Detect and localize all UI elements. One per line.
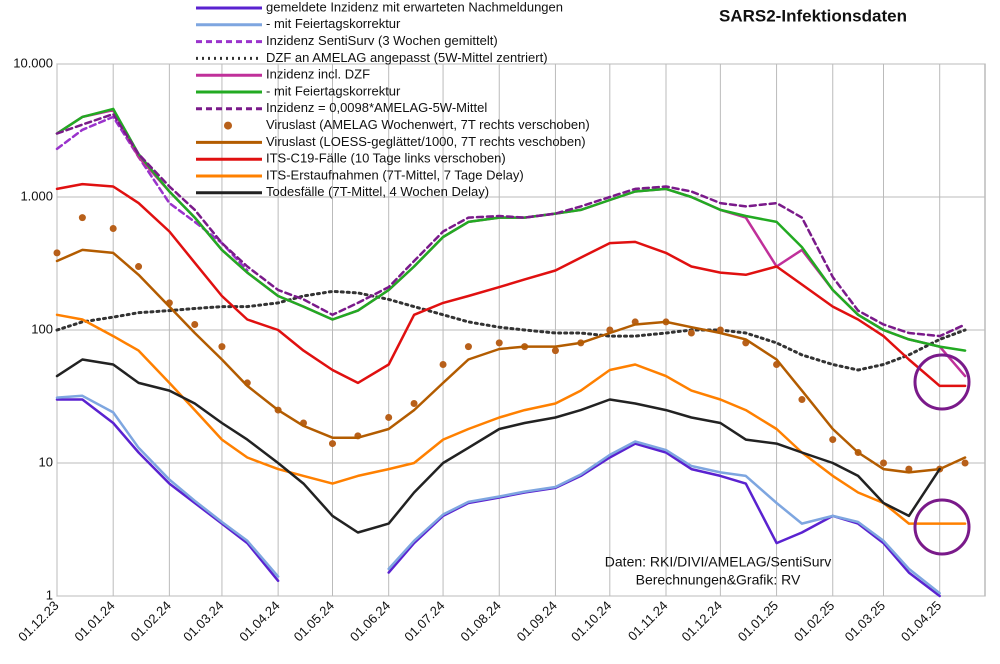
legend: gemeldete Inzidenz mit erwarteten Nachme… bbox=[196, 0, 590, 199]
legend-label: gemeldete Inzidenz mit erwarteten Nachme… bbox=[266, 0, 563, 14]
legend-label: - mit Feiertagskorrektur bbox=[266, 16, 401, 31]
series-line bbox=[55, 182, 967, 388]
data-point bbox=[905, 465, 913, 473]
data-point bbox=[410, 400, 418, 408]
series-line bbox=[55, 358, 941, 534]
x-tick-label: 01.01.25 bbox=[735, 598, 781, 644]
data-point bbox=[495, 339, 503, 347]
series-line bbox=[55, 289, 967, 372]
data-point bbox=[961, 459, 969, 467]
annotation: Berechnungen&Grafik: RV bbox=[636, 572, 801, 588]
x-tick-label: 01.08.24 bbox=[457, 598, 503, 644]
x-tick-label: 01.04.24 bbox=[236, 598, 282, 644]
data-point bbox=[829, 436, 837, 444]
y-tick-label: 100 bbox=[31, 321, 53, 336]
x-tick-label: 01.03.24 bbox=[180, 598, 226, 644]
x-tick-label: 01.02.24 bbox=[128, 598, 174, 644]
y-tick-label: 10.000 bbox=[13, 55, 53, 70]
x-tick-label: 01.09.24 bbox=[514, 598, 560, 644]
data-point bbox=[218, 343, 226, 351]
x-tick-label: 01.12.23 bbox=[15, 598, 61, 644]
highlight-circle bbox=[913, 498, 971, 556]
x-tick-label: 01.11.24 bbox=[625, 598, 671, 644]
y-tick-label: 10 bbox=[39, 454, 53, 469]
legend-marker bbox=[224, 121, 232, 130]
chart-title: SARS2-Infektionsdaten bbox=[719, 6, 907, 25]
x-tick-label: 01.05.24 bbox=[291, 598, 337, 644]
data-point bbox=[687, 329, 695, 337]
data-point bbox=[191, 320, 199, 328]
data-point bbox=[385, 413, 393, 421]
annotation: Daten: RKI/DIVI/AMELAG/SentiSurv bbox=[605, 554, 831, 570]
data-point bbox=[798, 396, 806, 404]
series-line bbox=[55, 313, 967, 525]
data-point bbox=[135, 263, 143, 271]
x-tick-label: 01.07.24 bbox=[401, 598, 447, 644]
data-point bbox=[880, 459, 887, 467]
legend-label: ITS-C19-Fälle (10 Tage links verschoben) bbox=[266, 151, 506, 166]
y-tick-label: 1 bbox=[46, 587, 53, 602]
x-tick-label: 01.06.24 bbox=[347, 598, 393, 644]
data-point bbox=[78, 214, 86, 222]
x-tick-label: 01.03.25 bbox=[842, 598, 888, 644]
series-line bbox=[55, 394, 941, 595]
series-layer bbox=[53, 107, 969, 598]
x-tick-label: 01.12.24 bbox=[679, 598, 725, 644]
y-tick-label: 1.000 bbox=[20, 188, 53, 203]
highlight-circle bbox=[913, 353, 971, 411]
x-tick-label: 01.02.25 bbox=[791, 598, 837, 644]
data-point bbox=[109, 224, 117, 232]
series-line bbox=[55, 115, 249, 272]
series-line bbox=[55, 248, 967, 474]
x-tick-label: 01.01.24 bbox=[71, 598, 117, 644]
data-point bbox=[329, 440, 336, 448]
legend-label: DZF an AMELAG angepasst (5W-Mittel zentr… bbox=[266, 50, 548, 65]
x-tick-label: 01.10.24 bbox=[568, 598, 614, 644]
data-point bbox=[551, 347, 559, 355]
legend-label: Todesfälle (7T-Mittel, 4 Wochen Delay) bbox=[266, 184, 489, 199]
data-point bbox=[439, 361, 447, 369]
legend-label: Inzidenz incl. DZF bbox=[266, 67, 370, 82]
legend-label: Inzidenz SentiSurv (3 Wochen gemittelt) bbox=[266, 33, 498, 48]
legend-label: Viruslast (LOESS-geglättet/1000, 7T rech… bbox=[266, 134, 586, 149]
legend-label: Viruslast (AMELAG Wochenwert, 7T rechts … bbox=[266, 117, 590, 132]
data-point bbox=[464, 343, 472, 351]
legend-label: ITS-Erstaufnahmen (7T-Mittel, 7 Tage Del… bbox=[266, 167, 524, 182]
legend-label: Inzidenz = 0,0098*AMELAG-5W-Mittel bbox=[266, 100, 487, 115]
legend-label: - mit Feiertagskorrektur bbox=[266, 83, 401, 98]
series-line bbox=[55, 112, 967, 338]
data-point bbox=[53, 249, 61, 257]
x-tick-label: 01.04.25 bbox=[898, 598, 944, 644]
